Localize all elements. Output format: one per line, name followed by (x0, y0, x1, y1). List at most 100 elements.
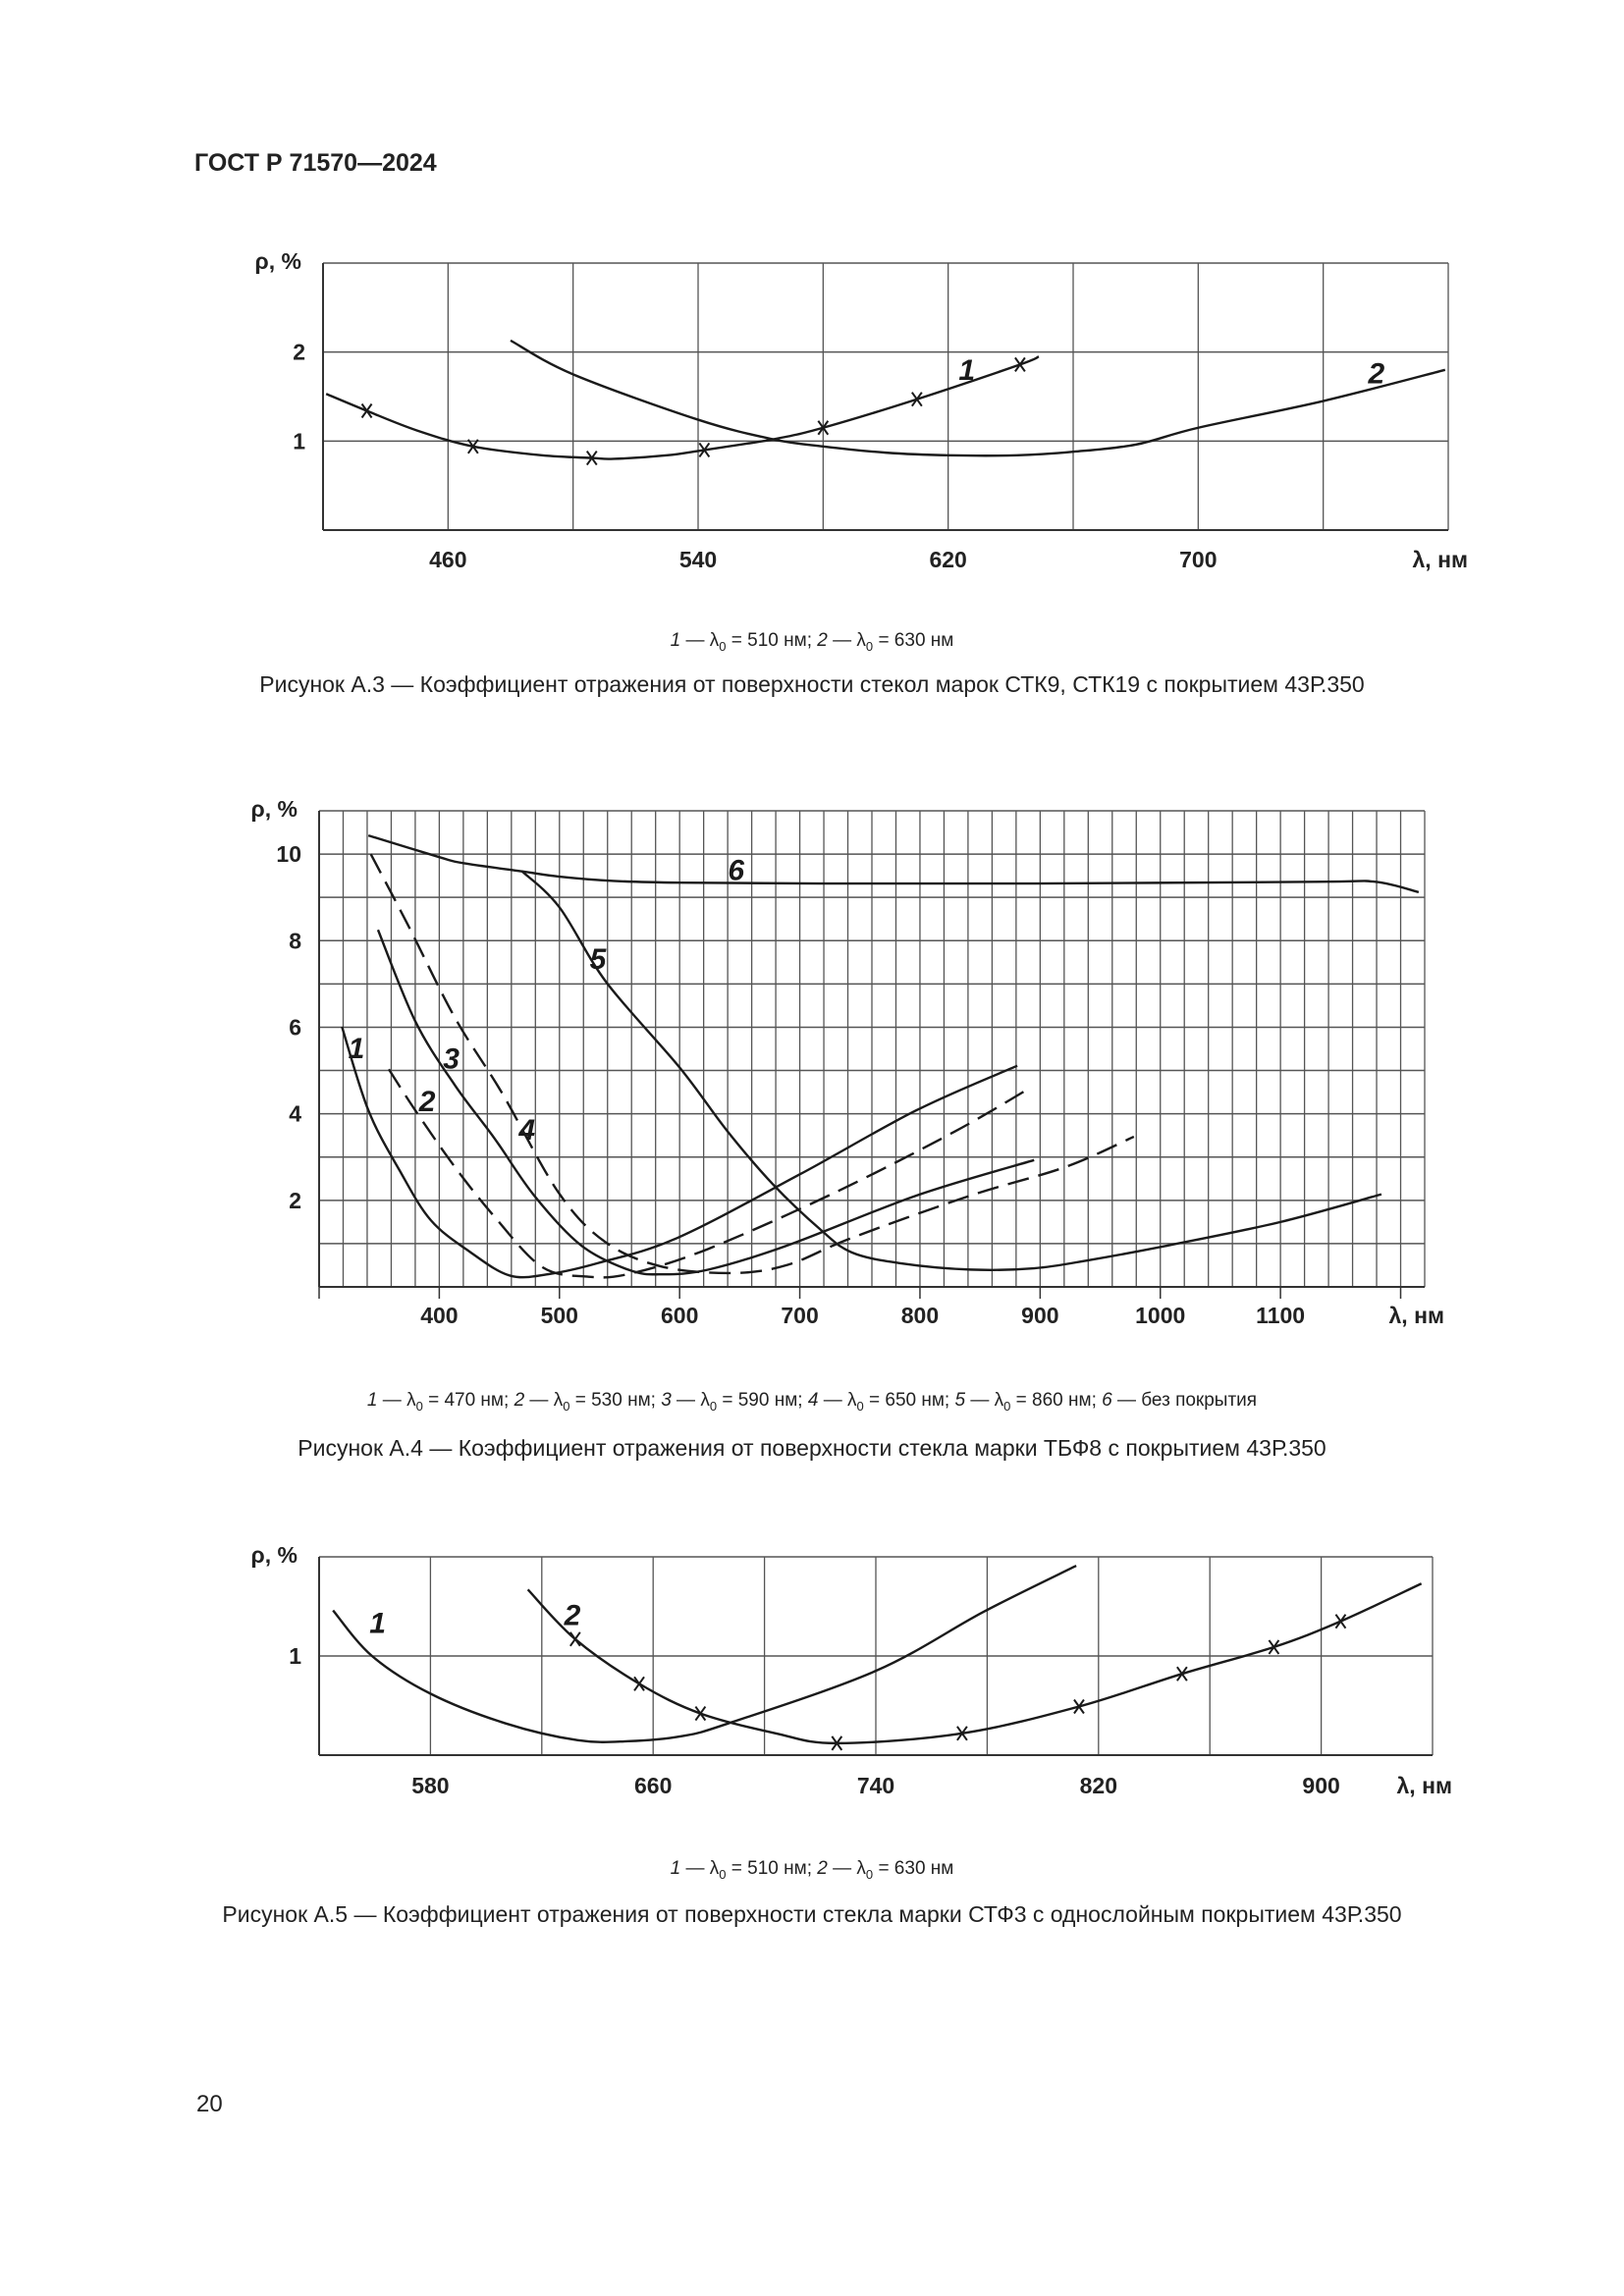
x-tick-label: 580 (411, 1773, 449, 1798)
x-tick-label: 600 (661, 1303, 698, 1328)
legend-entry-1: 1 — λ0 = 510 нм; (670, 1858, 818, 1882)
legend-entry-4: 4 — λ0 = 650 нм; (807, 1390, 955, 1414)
legend-entry-5: 5 — λ0 = 860 нм; (954, 1390, 1103, 1414)
series-2-label: 2 (418, 1086, 436, 1118)
y-tick-label: 2 (293, 340, 305, 365)
series-3-label: 3 (443, 1042, 460, 1075)
y-axis-label: ρ, % (251, 1542, 298, 1568)
legend-entry-3: 3 — λ0 = 590 нм; (661, 1390, 808, 1414)
y-tick-label: 2 (289, 1188, 301, 1213)
series-1-marker (1014, 356, 1026, 372)
y-tick-label: 4 (289, 1101, 301, 1127)
figure-a3-legend: 1 — λ0 = 510 нм; 2 — λ0 = 630 нм (0, 630, 1624, 654)
legend-number: 3 (661, 1390, 672, 1411)
chart-2: 400 500 600 700 800 900 1000 1100 2 4 6 8 10 ρ, % λ, н… (251, 796, 1444, 1328)
series-2-marker (569, 1631, 581, 1647)
legend-number: 1 (366, 1390, 378, 1411)
y-tick-label: 1 (289, 1643, 301, 1669)
page-number: 20 (196, 2091, 223, 2117)
legend-number: 2 (817, 630, 828, 651)
legend-value: = 630 нм (878, 630, 954, 651)
x-tick-label: 740 (857, 1773, 894, 1798)
x-tick-label: 820 (1080, 1773, 1117, 1798)
series-2-label: 2 (1367, 358, 1384, 391)
legend-value: = 530 нм (574, 1390, 651, 1411)
chart-3: 580 660 740 820 900 1 ρ, % λ, нм 1 2 (251, 1542, 1452, 1798)
series-2-marker (831, 1735, 843, 1751)
series-2-marker (694, 1705, 707, 1722)
x-axis-label: λ, нм (1413, 547, 1468, 572)
series-2-marker (1334, 1614, 1347, 1629)
legend-value: без покрытия (1141, 1390, 1258, 1411)
x-tick-label: 660 (634, 1773, 672, 1798)
series-2-line (526, 1582, 1423, 1745)
series-2-label: 2 (564, 1600, 581, 1632)
series-1-line (325, 355, 1040, 460)
series-2-marker (1268, 1639, 1280, 1655)
x-tick-label: 700 (1179, 547, 1217, 572)
legend-number: 6 (1102, 1390, 1112, 1411)
legend-value: = 630 нм (878, 1858, 954, 1879)
x-tick-label: 800 (901, 1303, 939, 1328)
y-tick-label: 6 (289, 1014, 301, 1040)
series-1-marker (360, 402, 373, 419)
series-1-label: 1 (369, 1608, 386, 1640)
figure-a5-legend: 1 — λ0 = 510 нм; 2 — λ0 = 630 нм (0, 1858, 1624, 1882)
series-3-line (376, 929, 1035, 1276)
x-tick-label: 1000 (1135, 1303, 1185, 1328)
series-2-marker (1073, 1698, 1085, 1715)
x-tick-label: 1100 (1256, 1303, 1305, 1328)
x-tick-label: 900 (1302, 1773, 1339, 1798)
series-4-line (369, 853, 1135, 1275)
figure-a4-caption: Рисунок А.4 — Коэффициент отражения от п… (298, 1435, 1326, 1461)
series-2-line (510, 339, 1446, 457)
legend-number: 1 (670, 630, 681, 651)
figure-a5-caption: Рисунок А.5 — Коэффициент отражения от п… (222, 1901, 1402, 1927)
chart-1: 460 540 620 700 1 2 ρ, % λ, нм 1 2 (255, 248, 1468, 572)
x-tick-label: 460 (429, 547, 466, 572)
y-tick-label: 8 (289, 928, 301, 953)
legend-value: = 510 нм (731, 1858, 807, 1879)
series-2-marker (633, 1676, 645, 1691)
series-4-label: 4 (517, 1114, 535, 1147)
x-tick-label: 540 (679, 547, 717, 572)
legend-entry-2: 2 — λ0 = 630 нм (817, 1858, 954, 1882)
legend-number: 1 (670, 1858, 681, 1879)
series-6-line (367, 833, 1420, 894)
series-1-line (341, 1026, 1018, 1279)
y-tick-label: 10 (276, 841, 301, 867)
series-1-marker (817, 420, 830, 436)
series-5-label: 5 (590, 943, 608, 976)
series-2-marker (956, 1726, 968, 1741)
series-1-line (332, 1565, 1077, 1743)
series-1-marker (911, 392, 923, 407)
y-axis-label: ρ, % (251, 796, 298, 822)
x-tick-label: 900 (1021, 1303, 1058, 1328)
legend-value: = 860 нм (1015, 1390, 1092, 1411)
series-1-marker (698, 442, 711, 457)
legend-entry-2: 2 — λ0 = 530 нм; (514, 1390, 662, 1414)
legend-number: 4 (807, 1390, 819, 1411)
x-tick-label: 400 (420, 1303, 458, 1328)
legend-number: 5 (954, 1390, 966, 1411)
legend-entry-6: 6 — без покрытия (1102, 1390, 1258, 1411)
figure-a3-caption: Рисунок А.3 — Коэффициент отражения от п… (259, 671, 1365, 697)
legend-entry-2: 2 — λ0 = 630 нм (817, 630, 954, 654)
legend-value: = 650 нм (869, 1390, 945, 1411)
series-1-label: 1 (349, 1033, 365, 1065)
series-2-marker (1176, 1666, 1188, 1682)
x-axis-label: λ, нм (1389, 1303, 1444, 1328)
legend-value: = 470 нм (428, 1390, 504, 1411)
series-1-marker (466, 439, 479, 454)
series-6-label: 6 (728, 855, 744, 887)
x-axis-label: λ, нм (1397, 1773, 1452, 1798)
legend-number: 2 (817, 1858, 828, 1879)
series-2-line (387, 1068, 1033, 1279)
legend-value: = 590 нм (722, 1390, 798, 1411)
figure-a4-legend: 1 — λ0 = 470 нм; 2 — λ0 = 530 нм; 3 — λ0… (0, 1390, 1624, 1414)
document-header: ГОСТ Р 71570—2024 (194, 149, 437, 177)
x-tick-label: 500 (541, 1303, 578, 1328)
x-tick-label: 620 (929, 547, 966, 572)
legend-entry-1: 1 — λ0 = 510 нм; (670, 630, 818, 654)
